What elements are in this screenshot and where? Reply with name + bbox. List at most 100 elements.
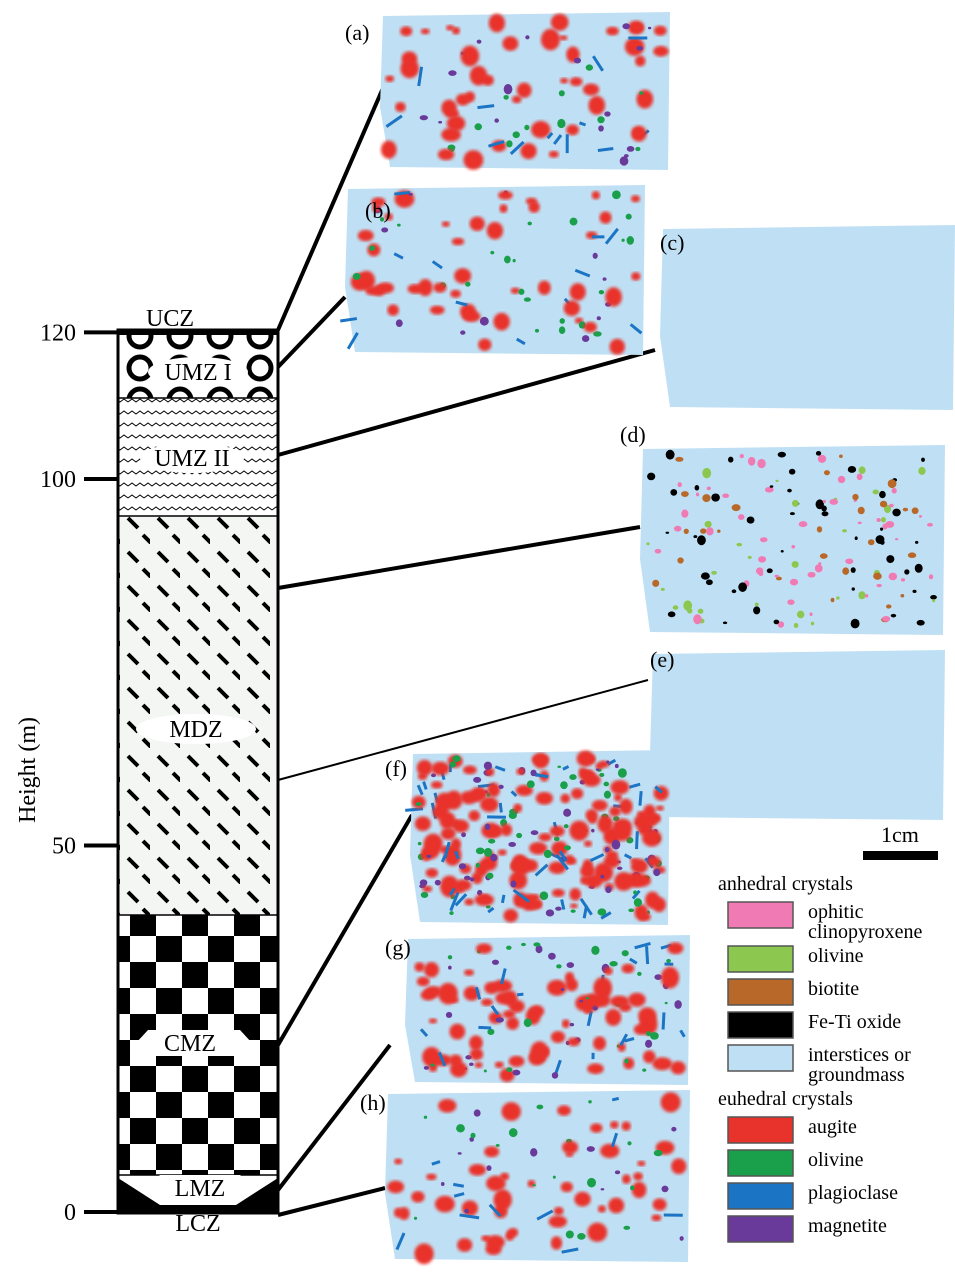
crystal: [781, 550, 784, 553]
crystal: [520, 143, 536, 159]
crystal: [913, 590, 917, 593]
crystal: [591, 829, 594, 833]
panel-label: (h): [360, 1090, 386, 1115]
crystal: [508, 842, 516, 847]
crystal: [701, 572, 710, 579]
crystal: [544, 850, 552, 858]
crystal: [486, 1235, 505, 1249]
crystal: [484, 762, 492, 770]
crystal: [414, 1243, 433, 1264]
crystal: [509, 1056, 525, 1067]
panel-label: (g): [385, 935, 411, 960]
crystal: [597, 116, 604, 123]
crystal: [571, 909, 576, 912]
crystal: [586, 64, 593, 70]
crystal: [449, 911, 453, 915]
crystal: [459, 863, 466, 869]
crystal: [789, 469, 795, 475]
crystal: [799, 521, 808, 527]
crystal: [533, 942, 540, 946]
crystal: [740, 454, 744, 458]
crystal: [774, 620, 780, 625]
crystal: [880, 501, 887, 508]
crystal: [574, 58, 581, 64]
crystal: [760, 537, 768, 542]
crystal: [792, 561, 799, 568]
crystal: [600, 1144, 619, 1158]
crystal: [633, 890, 637, 894]
crystal: [653, 869, 660, 876]
crystal: [501, 1102, 520, 1121]
crystal: [469, 1164, 486, 1176]
zone-label: UMZ II: [154, 446, 229, 472]
crystal: [622, 23, 630, 29]
crystal: [560, 318, 565, 324]
legend-label: augite: [808, 1116, 857, 1138]
crystal: [498, 191, 513, 200]
crystal: [857, 474, 863, 481]
crystal: [889, 573, 897, 581]
crystal: [525, 35, 529, 39]
crystal: [644, 815, 657, 826]
crystal: [753, 606, 760, 614]
crystal: [880, 528, 883, 531]
legend-swatch: [728, 1216, 793, 1242]
crystal: [858, 522, 862, 525]
crystal: [487, 1029, 494, 1035]
crystal: [458, 1152, 462, 1155]
crystal: [892, 488, 897, 494]
zone-label: LCZ: [175, 1211, 220, 1237]
crystal: [510, 881, 516, 888]
crystal: [481, 998, 493, 1006]
crystal: [411, 1191, 425, 1202]
crystal: [477, 40, 482, 44]
crystal: [608, 1198, 624, 1214]
crystal: [476, 943, 492, 953]
crystal: [892, 509, 900, 517]
crystal: [797, 611, 804, 619]
crystal: [400, 59, 419, 78]
crystal: [431, 762, 449, 776]
crystal: [464, 898, 474, 905]
crystal: [570, 283, 586, 301]
crystal: [673, 605, 679, 609]
crystal: [457, 1238, 472, 1252]
crystal: [621, 1121, 630, 1130]
crystal: [559, 90, 565, 96]
crystal: [489, 14, 505, 33]
crystal: [917, 620, 925, 626]
crystal: [628, 993, 646, 1007]
crystal: [524, 125, 529, 130]
crystal: [468, 810, 480, 821]
crystal: [680, 1236, 684, 1241]
crystal: [353, 273, 361, 280]
crystal: [632, 874, 651, 887]
crystal: [435, 880, 441, 886]
crystal: [900, 594, 904, 597]
crystal: [464, 1209, 469, 1214]
crystal: [587, 1178, 596, 1188]
crystal: [418, 842, 422, 845]
crystal: [535, 329, 539, 333]
crystal: [706, 527, 714, 535]
crystal: [426, 868, 439, 878]
crystal: [921, 458, 925, 462]
tick-label: 0: [64, 1200, 76, 1226]
crystal: [609, 961, 617, 966]
crystal: [385, 75, 394, 82]
crystal: [650, 1032, 659, 1040]
crystal: [642, 829, 662, 846]
crystal: [551, 14, 569, 31]
crystal: [424, 962, 439, 977]
crystal: [531, 830, 539, 835]
crystal: [431, 781, 443, 789]
crystal: [617, 867, 623, 870]
crystal: [606, 27, 619, 36]
crystal: [441, 1182, 445, 1186]
crystal: [623, 1058, 634, 1070]
crystal: [652, 1057, 672, 1070]
crystal: [888, 479, 897, 488]
crystal: [465, 92, 475, 103]
crystal: [674, 526, 682, 532]
crystal: [604, 111, 610, 116]
